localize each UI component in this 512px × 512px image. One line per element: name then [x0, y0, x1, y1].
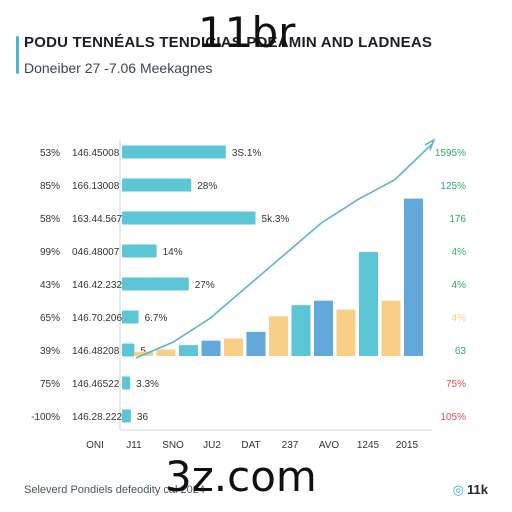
trend-arrowhead — [424, 138, 436, 151]
x-tick-label: SNO — [162, 440, 184, 451]
watermark-bottom-text: 3z.com — [165, 452, 317, 501]
horizontal-bar-value-label: 5 — [140, 346, 146, 357]
row-percent-label: 65% — [40, 313, 60, 324]
horizontal-bar-value-label: 28% — [197, 181, 217, 192]
x-tick-label: ONI — [86, 440, 104, 451]
x-tick-label: 1245 — [357, 440, 380, 451]
row-percent-label: -100% — [31, 412, 60, 423]
count-badge-text: 11k — [467, 482, 488, 497]
right-axis-label: 1595% — [435, 148, 466, 159]
row-percent-label: 53% — [40, 148, 60, 159]
horizontal-bar-value-label: 3S.1% — [232, 148, 262, 159]
horizontal-bar — [122, 343, 135, 357]
horizontal-bar — [122, 211, 256, 225]
vertical-bar — [404, 198, 423, 356]
chart-subtitle: Doneiber 27 -7.06 Meekagnes — [24, 60, 213, 76]
horizontal-bar — [122, 277, 189, 291]
row-code-label: 163.44.567 — [72, 214, 122, 225]
row-percent-label: 58% — [40, 214, 60, 225]
title-accent-bar — [16, 36, 19, 74]
row-percent-label: 43% — [40, 280, 60, 291]
right-axis-label: 4% — [452, 280, 467, 291]
row-code-label: 146.45008 — [72, 148, 120, 159]
vertical-bar — [336, 309, 356, 356]
horizontal-bar-value-label: 6.7% — [145, 313, 168, 324]
x-tick-label: 237 — [282, 440, 299, 451]
horizontal-bar-value-label: 27% — [195, 280, 215, 291]
row-code-label: 146.28.222 — [72, 412, 122, 423]
chart-title: PODU TENNÉALS TENDICIAS PDEAMIN AND LADN… — [24, 34, 433, 51]
horizontal-bar-value-label: 3.3% — [136, 379, 159, 390]
right-axis-label: 4% — [452, 247, 467, 258]
vertical-bar — [359, 251, 378, 356]
ring-icon: ◎ — [452, 482, 465, 497]
count-badge: ◎ 11k — [453, 482, 488, 498]
x-tick-label: AVO — [319, 440, 340, 451]
vertical-bar — [291, 305, 311, 356]
right-axis-label: 105% — [440, 412, 466, 423]
right-axis-label: 125% — [440, 181, 466, 192]
horizontal-bar — [122, 145, 226, 159]
vertical-bar — [179, 345, 198, 356]
row-percent-label: 39% — [40, 346, 60, 357]
vertical-bar — [224, 338, 243, 356]
row-code-label: 146.42.232 — [72, 280, 122, 291]
row-code-label: 146.46522 — [72, 379, 120, 390]
trend-line — [135, 143, 433, 359]
row-percent-label: 85% — [40, 181, 60, 192]
right-axis-label: 75% — [446, 379, 466, 390]
chart-footnote: Seleverd Pondiels defeodity cal 2024 — [24, 484, 206, 496]
row-percent-label: 99% — [40, 247, 60, 258]
horizontal-bar-value-label: 5k.3% — [262, 214, 290, 225]
vertical-bar — [381, 300, 401, 356]
horizontal-bar — [122, 178, 192, 192]
vertical-bar — [201, 340, 221, 356]
x-tick-label: JU2 — [203, 440, 221, 451]
right-axis-label: 176 — [449, 214, 466, 225]
x-tick-label: 2015 — [396, 440, 419, 451]
vertical-bar — [269, 316, 288, 356]
vertical-bar — [314, 300, 333, 356]
row-code-label: 146.48208 — [72, 346, 120, 357]
horizontal-bar-value-label: 14% — [163, 247, 183, 258]
row-code-label: 166.13008 — [72, 181, 120, 192]
vertical-bar — [156, 349, 176, 356]
horizontal-bar — [122, 409, 131, 423]
vertical-bar — [246, 331, 266, 356]
right-axis-label: 4% — [452, 313, 467, 324]
row-percent-label: 75% — [40, 379, 60, 390]
x-tick-label: J11 — [126, 440, 142, 451]
row-code-label: 146.70.206 — [72, 313, 122, 324]
horizontal-bar — [122, 376, 131, 390]
horizontal-bar — [122, 244, 157, 258]
horizontal-bar-value-label: 36 — [137, 412, 149, 423]
x-tick-label: DAT — [241, 440, 260, 451]
horizontal-bar — [122, 310, 139, 324]
row-code-label: 046.48007 — [72, 247, 120, 258]
vertical-bar — [134, 351, 153, 356]
right-axis-label: 63 — [455, 346, 467, 357]
watermark-top-text: 11br — [198, 8, 296, 57]
